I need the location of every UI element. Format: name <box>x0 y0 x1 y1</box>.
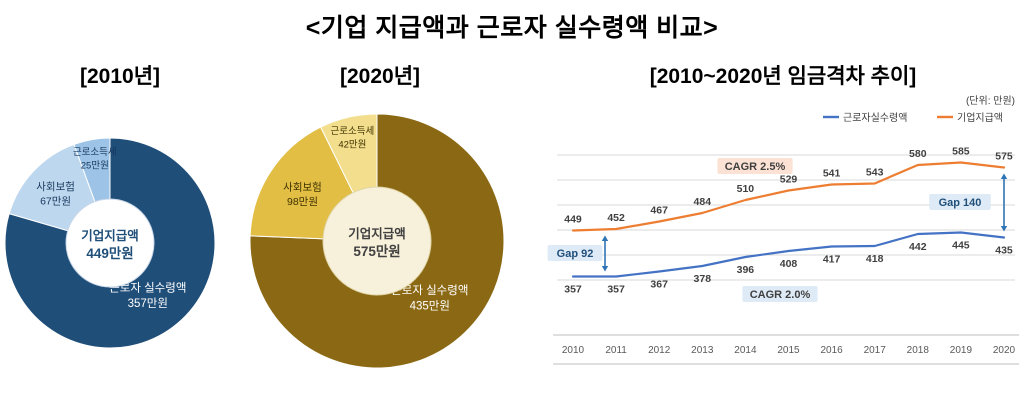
svg-text:2020: 2020 <box>993 345 1016 356</box>
svg-text:사회보험: 사회보험 <box>283 182 322 194</box>
svg-text:442: 442 <box>909 241 927 253</box>
svg-text:435만원: 435만원 <box>410 299 450 313</box>
panel-2010-header: [2010년] <box>79 65 161 88</box>
svg-text:Gap 92: Gap 92 <box>557 248 594 260</box>
svg-text:2017: 2017 <box>864 345 887 356</box>
svg-text:417: 417 <box>823 254 841 266</box>
panel-trend-header: [2010~2020년 임금격차 추이] <box>649 65 917 88</box>
svg-text:기업지급액: 기업지급액 <box>81 228 139 243</box>
svg-text:449만원: 449만원 <box>86 246 133 261</box>
svg-text:541: 541 <box>823 168 841 180</box>
unit-label: (단위: 만원) <box>966 94 1015 107</box>
svg-text:367: 367 <box>650 279 668 291</box>
svg-text:사회보험: 사회보험 <box>36 181 75 193</box>
svg-text:2013: 2013 <box>691 345 714 356</box>
svg-text:98만원: 98만원 <box>287 196 318 208</box>
svg-text:2019: 2019 <box>950 345 973 356</box>
svg-text:기업지급액: 기업지급액 <box>348 226 406 241</box>
svg-text:585: 585 <box>952 146 970 158</box>
svg-text:근로자실수령액: 근로자실수령액 <box>843 112 907 124</box>
svg-text:435: 435 <box>995 245 1013 257</box>
svg-text:근로소득세: 근로소득세 <box>73 147 117 158</box>
svg-text:529: 529 <box>780 174 798 186</box>
svg-text:CAGR 2.0%: CAGR 2.0% <box>750 289 811 301</box>
main-title: <기업 지급액과 근로자 실수령액 비교> <box>305 14 719 42</box>
svg-text:418: 418 <box>866 253 884 265</box>
svg-text:2015: 2015 <box>777 345 800 356</box>
svg-text:2018: 2018 <box>907 345 930 356</box>
panel-2020-header: [2020년] <box>339 65 421 88</box>
svg-text:452: 452 <box>607 212 625 224</box>
svg-text:2016: 2016 <box>820 345 843 356</box>
svg-text:357만원: 357만원 <box>128 296 168 310</box>
svg-text:357: 357 <box>564 284 582 296</box>
svg-text:근로자 실수령액: 근로자 실수령액 <box>109 281 186 294</box>
svg-text:기업지급액: 기업지급액 <box>957 111 1003 124</box>
svg-text:CAGR 2.5%: CAGR 2.5% <box>725 161 786 173</box>
svg-text:484: 484 <box>694 196 712 208</box>
svg-text:543: 543 <box>866 167 884 179</box>
svg-text:575만원: 575만원 <box>353 244 400 259</box>
wage-gap-trend-line-chart: (단위: 만원) 근로자실수령액 기업지급액 357 357 367 378 396 408 41… <box>547 94 1019 365</box>
svg-text:575: 575 <box>995 151 1013 163</box>
svg-text:2010: 2010 <box>562 345 585 356</box>
svg-text:510: 510 <box>737 183 755 195</box>
svg-text:378: 378 <box>694 273 712 285</box>
svg-text:467: 467 <box>650 205 668 217</box>
svg-text:580: 580 <box>909 148 927 160</box>
svg-text:408: 408 <box>780 258 798 270</box>
svg-text:357: 357 <box>607 284 625 296</box>
svg-text:445: 445 <box>952 240 970 252</box>
svg-text:449: 449 <box>564 214 582 226</box>
svg-text:396: 396 <box>737 264 755 276</box>
svg-text:2014: 2014 <box>734 345 757 356</box>
svg-text:2011: 2011 <box>605 345 627 356</box>
svg-text:Gap 140: Gap 140 <box>939 197 982 209</box>
svg-text:근로소득세: 근로소득세 <box>331 126 375 137</box>
svg-text:42만원: 42만원 <box>338 139 366 150</box>
svg-text:근로자 실수령액: 근로자 실수령액 <box>391 284 468 297</box>
svg-text:67만원: 67만원 <box>40 196 71 208</box>
svg-text:2012: 2012 <box>648 345 671 356</box>
svg-text:25만원: 25만원 <box>81 161 109 172</box>
